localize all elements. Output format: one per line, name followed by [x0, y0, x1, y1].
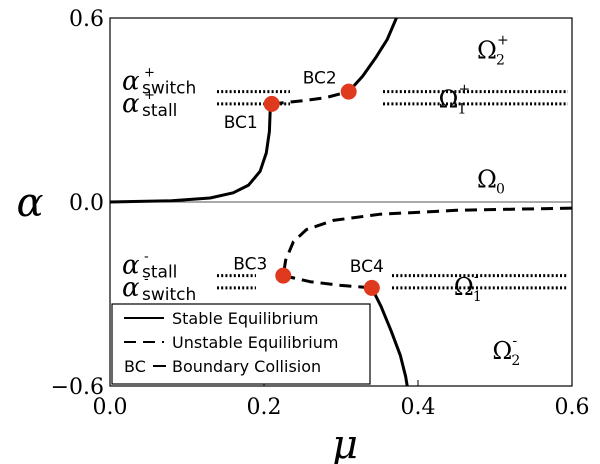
- reference-label-sup: -: [144, 272, 149, 287]
- reference-label-sub: switch: [142, 79, 196, 99]
- reference-label-main: α: [122, 89, 140, 119]
- reference-label-sup: +: [144, 88, 155, 103]
- y-tick-label: 0.0: [69, 191, 104, 216]
- unstable-branch-3: [281, 206, 573, 276]
- legend: Stable Equilibrium Unstable Equilibrium BC…: [111, 303, 371, 385]
- stable-branch-2: [347, 17, 398, 93]
- x-tick-label: 0.2: [247, 395, 282, 420]
- y-axis-label: α: [16, 180, 43, 226]
- x-tick-label: 0.4: [401, 395, 436, 420]
- region-label-main-0: Ω: [477, 37, 497, 65]
- reference-label-main: α: [122, 273, 140, 303]
- x-tick-label: 0.0: [93, 395, 128, 420]
- boundary-collision-point-2: [340, 83, 357, 100]
- reference-label-sub: switch: [142, 285, 196, 305]
- region-label-main-1: Ω: [439, 86, 459, 114]
- reference-label-sup: -: [144, 250, 149, 265]
- legend-entry-label: Boundary Collision: [172, 357, 321, 376]
- region-label-main-2: Ω: [477, 165, 497, 193]
- legend-entry-label: Stable Equilibrium: [172, 309, 318, 328]
- reference-label-main: α: [122, 67, 140, 97]
- region-label-sup-4: -: [512, 333, 517, 349]
- unstable-branch-4: [282, 274, 372, 290]
- region-label-main-4: Ω: [492, 337, 512, 365]
- reference-label-sup: +: [144, 66, 155, 81]
- boundary-collision-point-4: [363, 279, 380, 296]
- region-label-sup-0: +: [497, 33, 509, 49]
- region-label-sup-1: +: [459, 82, 471, 98]
- reference-label-sub: stall: [142, 263, 177, 283]
- stable-branch-0: [109, 103, 274, 204]
- y-tick-label: −0.6: [51, 375, 104, 400]
- boundary-collision-label-3: BC3: [233, 255, 267, 275]
- reference-label-sub: stall: [142, 101, 177, 121]
- boundary-collision-point-1: [263, 95, 280, 112]
- unstable-branch-1: [271, 90, 350, 106]
- region-label-sub-1: 1: [458, 102, 467, 118]
- region-label-sup-3: -: [474, 269, 479, 285]
- region-label-sub-4: 2: [511, 353, 520, 369]
- region-label-main-3: Ω: [454, 273, 474, 301]
- x-axis-label: μ: [332, 422, 358, 464]
- region-label-sub-3: 1: [473, 289, 482, 305]
- reference-label-main: α: [122, 251, 140, 281]
- boundary-collision-label-4: BC4: [350, 257, 384, 277]
- legend-entry-label: Unstable Equilibrium: [172, 333, 338, 352]
- legend-symbol-bc: BC: [124, 357, 146, 376]
- region-label-sub-2: 0: [496, 181, 505, 197]
- boundary-collision-label-1: BC1: [224, 113, 258, 133]
- y-tick-label: 0.6: [69, 7, 104, 32]
- axis-ticks: 0.0 0.2 0.4 0.6−0.60.00.6: [51, 7, 590, 420]
- stable-branch-5: [370, 287, 409, 387]
- boundary-collision-label-2: BC2: [303, 69, 337, 89]
- boundary-collision-point-3: [275, 267, 292, 284]
- x-tick-label: 0.6: [555, 395, 590, 420]
- region-label-sub-0: 2: [496, 53, 505, 69]
